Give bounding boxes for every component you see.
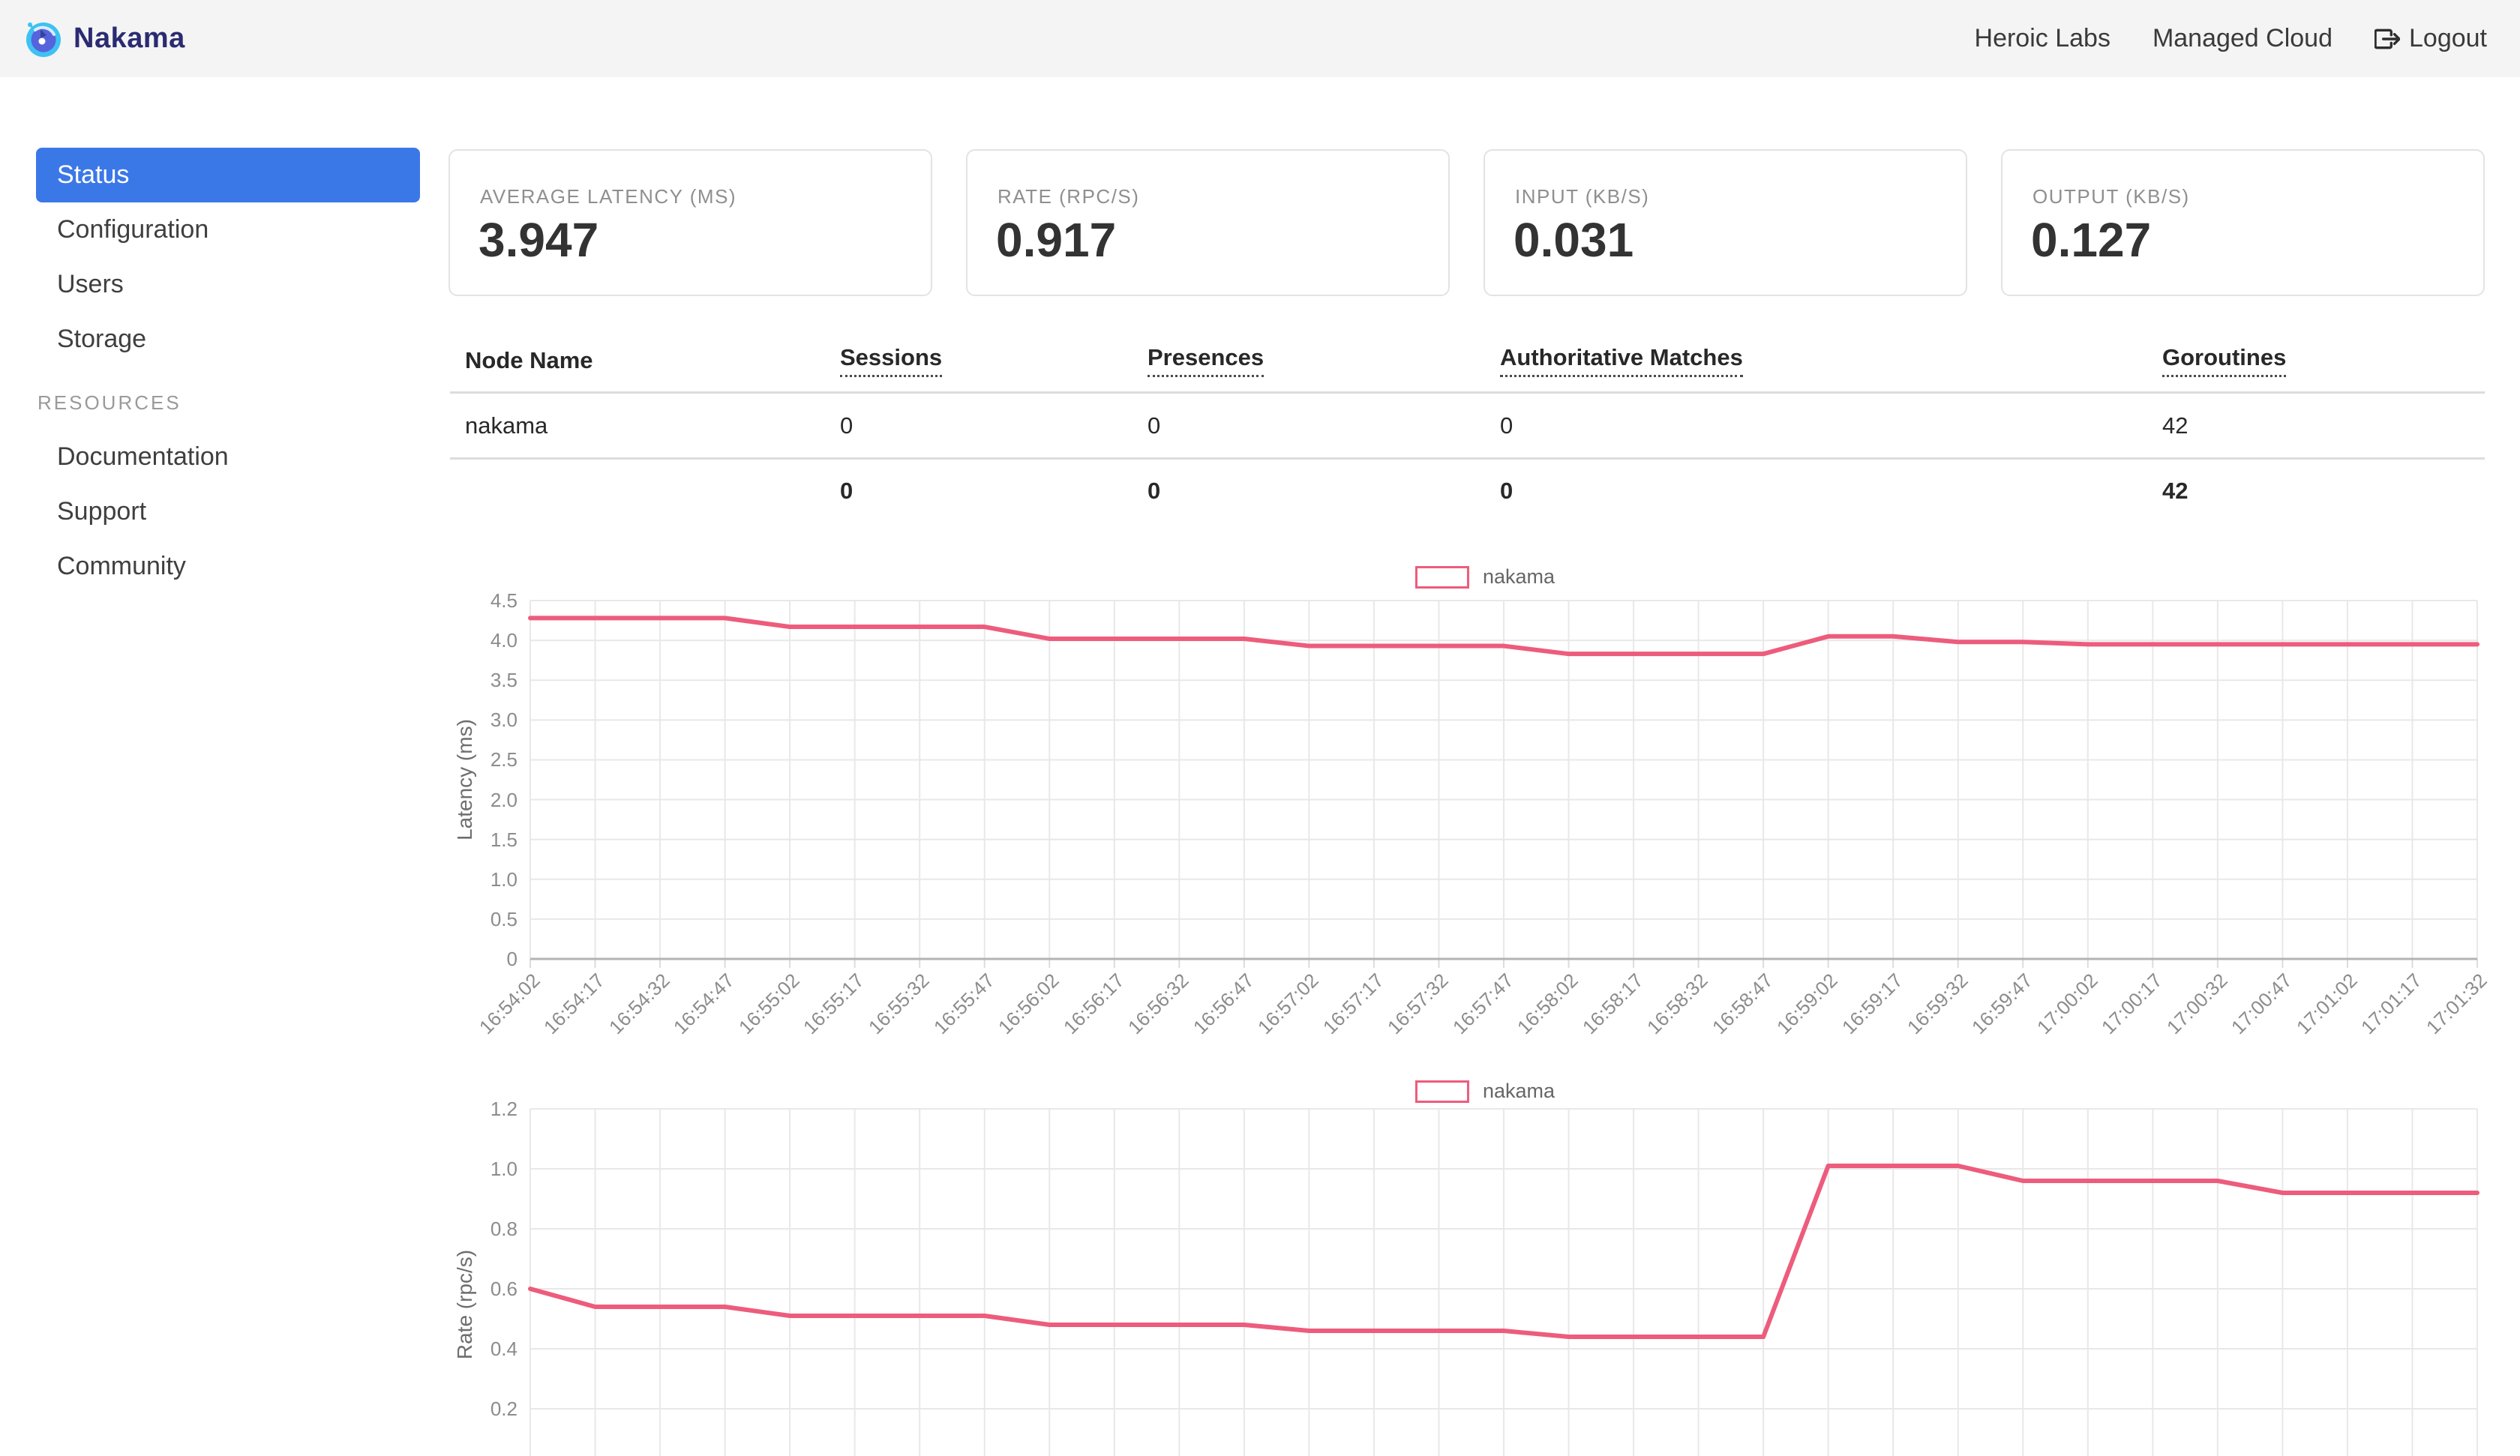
col-header-authoritative-matches[interactable]: Authoritative Matches: [1500, 330, 2162, 394]
y-tick-label: 1.0: [490, 1158, 518, 1180]
table-cell: 0: [1500, 392, 2162, 460]
stat-card-average-latency: AVERAGE LATENCY (MS) 3.947: [448, 149, 932, 296]
stat-card-label: OUTPUT (KB/S): [2032, 185, 2190, 208]
nav-link-managed-cloud[interactable]: Managed Cloud: [2152, 24, 2332, 52]
chart-plot-area: [528, 1108, 2480, 1456]
y-tick-label: 0.4: [490, 1338, 518, 1360]
y-tick-label: 0: [506, 948, 518, 970]
sidebar-item-users[interactable]: Users: [57, 270, 124, 298]
y-tick-label: 0.2: [490, 1398, 518, 1420]
col-header-goroutines[interactable]: Goroutines: [2162, 330, 2485, 394]
y-tick-label: 0.6: [490, 1278, 518, 1300]
sidebar-item-storage[interactable]: Storage: [57, 325, 147, 353]
stat-card-output: OUTPUT (KB/S) 0.127: [2001, 149, 2485, 296]
table-cell: nakama: [450, 392, 840, 460]
table-cell: 0: [840, 392, 1148, 460]
navbar-links: Heroic Labs Managed Cloud Logout: [1975, 24, 2520, 53]
latency-chart-legend[interactable]: nakama: [1414, 565, 1556, 589]
chart-plot-area: [528, 600, 2480, 968]
stat-card-value: 0.031: [1514, 213, 1634, 267]
table-cell: 0: [1148, 392, 1500, 460]
y-tick-label: 1.5: [490, 828, 518, 851]
stat-card-value: 0.917: [996, 213, 1117, 267]
table-cell: 42: [2162, 478, 2188, 504]
table-row: nakama 0 0 0 42: [450, 392, 2485, 460]
sidebar-item-community[interactable]: Community: [57, 552, 186, 580]
legend-label: nakama: [1482, 1080, 1556, 1102]
y-tick-label: 2.0: [490, 788, 518, 811]
sidebar-item-support[interactable]: Support: [57, 497, 147, 526]
latency-chart: nakama Latency (ms) 4.5 4.0 3.5 3.0 2.5 2.0 1.…: [450, 555, 2520, 1080]
y-tick-label: 2.5: [490, 748, 518, 771]
stat-card-value: 3.947: [478, 213, 599, 267]
stat-card-label: INPUT (KB/S): [1515, 185, 1650, 208]
legend-swatch: [1414, 565, 1469, 589]
y-tick-label: 3.5: [490, 669, 518, 692]
sidebar-item-documentation[interactable]: Documentation: [57, 442, 229, 471]
logout-label: Logout: [2409, 24, 2487, 52]
y-tick-label: 3.0: [490, 709, 518, 732]
table-cell: [450, 459, 840, 523]
stat-card-value: 0.127: [2031, 213, 2152, 267]
table-cell: 0: [1148, 478, 1161, 504]
sidebar: Status Configuration Users Storage RESOU…: [36, 148, 420, 594]
sidebar-item-configuration[interactable]: Configuration: [57, 215, 209, 244]
series-line-nakama: [528, 616, 2480, 657]
brand[interactable]: Nakama: [24, 20, 185, 58]
stat-card-input: INPUT (KB/S) 0.031: [1484, 149, 1967, 296]
y-tick-label: 4.0: [490, 629, 518, 652]
stat-card-rate: RATE (RPC/S) 0.917: [966, 149, 1450, 296]
top-navbar: Nakama Heroic Labs Managed Cloud Logout: [0, 0, 2520, 77]
nakama-logo-icon: [26, 22, 61, 57]
legend-swatch: [1414, 1080, 1469, 1103]
stat-card-label: RATE (RPC/S): [998, 185, 1140, 208]
y-tick-label: 0.8: [490, 1218, 518, 1240]
nodes-table: Node Name Sessions Presences Authoritati…: [450, 330, 2485, 523]
rate-chart-legend[interactable]: nakama: [1414, 1080, 1556, 1103]
col-header-presences[interactable]: Presences: [1148, 330, 1500, 394]
logout-button[interactable]: Logout: [2374, 24, 2487, 53]
table-totals-row: 0 0 0 42: [450, 459, 2485, 523]
sidebar-section-resources: RESOURCES: [38, 391, 182, 414]
rate-chart: nakama Rate (rpc/s) 1.2 1.0 0.8 0.6 0.4 0.2: [450, 1068, 2520, 1456]
y-tick-label: 0.5: [490, 907, 518, 930]
brand-name: Nakama: [74, 22, 185, 54]
legend-label: nakama: [1482, 565, 1556, 588]
logout-icon: [2374, 28, 2400, 49]
stat-card-label: AVERAGE LATENCY (MS): [480, 185, 737, 208]
y-tick-label: 1.2: [490, 1098, 518, 1120]
series-line-nakama: [528, 1164, 2480, 1339]
table-cell: 0: [840, 478, 854, 504]
table-cell: 42: [2162, 392, 2485, 460]
sidebar-item-status[interactable]: Status: [36, 148, 420, 202]
y-tick-label: 1.0: [490, 867, 518, 891]
col-header-sessions[interactable]: Sessions: [840, 330, 1148, 394]
y-tick-label: 4.5: [490, 589, 518, 612]
nav-link-heroic-labs[interactable]: Heroic Labs: [1974, 24, 2110, 52]
table-cell: 0: [1500, 478, 1514, 504]
col-header-node-name: Node Name: [450, 330, 840, 394]
